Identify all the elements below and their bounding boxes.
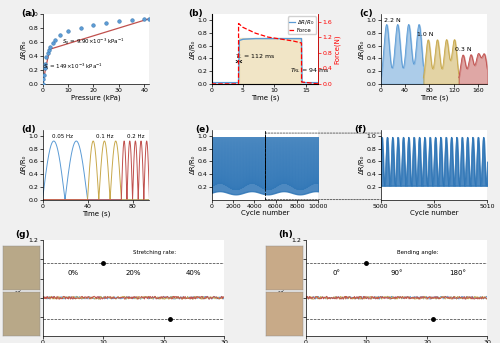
Point bbox=[146, 16, 154, 21]
Text: 180°: 180° bbox=[448, 270, 466, 276]
X-axis label: Cycle number: Cycle number bbox=[241, 210, 289, 216]
Text: (b): (b) bbox=[188, 9, 202, 18]
Point bbox=[44, 50, 52, 56]
Point bbox=[42, 55, 50, 60]
Text: 1.0 N: 1.0 N bbox=[417, 32, 434, 37]
Text: (c): (c) bbox=[359, 9, 373, 18]
Text: $T_{RL}$ = 94 ms: $T_{RL}$ = 94 ms bbox=[290, 67, 330, 75]
X-axis label: Cycle number: Cycle number bbox=[410, 210, 459, 216]
Force bbox=[240, 25, 246, 29]
Y-axis label: ΔR/R₀: ΔR/R₀ bbox=[359, 39, 365, 59]
X-axis label: Pressure (kPa): Pressure (kPa) bbox=[71, 94, 121, 101]
Text: 0%: 0% bbox=[67, 270, 78, 276]
Force bbox=[298, 80, 304, 84]
Text: 0°: 0° bbox=[332, 270, 340, 276]
Point bbox=[40, 66, 48, 71]
Text: (f): (f) bbox=[354, 125, 366, 134]
Point bbox=[48, 40, 56, 46]
Text: (e): (e) bbox=[196, 125, 210, 134]
Point bbox=[46, 44, 54, 49]
Legend: $\Delta R/R_0$, Force: $\Delta R/R_0$, Force bbox=[288, 16, 316, 34]
Text: 2.2 N: 2.2 N bbox=[384, 18, 401, 23]
X-axis label: Time (s): Time (s) bbox=[251, 94, 279, 101]
Force bbox=[316, 82, 322, 86]
Text: $T_L$ = 112 ms: $T_L$ = 112 ms bbox=[236, 52, 276, 61]
Text: 20%: 20% bbox=[126, 270, 141, 276]
Y-axis label: Force(N): Force(N) bbox=[334, 34, 340, 64]
Force bbox=[298, 41, 304, 45]
Text: 0.1 Hz: 0.1 Hz bbox=[96, 134, 113, 139]
Point bbox=[56, 32, 64, 37]
Point bbox=[64, 28, 72, 34]
Text: 40%: 40% bbox=[186, 270, 202, 276]
Y-axis label: ΔR/R₀: ΔR/R₀ bbox=[279, 279, 285, 298]
Point bbox=[76, 25, 84, 31]
Force bbox=[252, 31, 258, 35]
Y-axis label: ΔR/R₀: ΔR/R₀ bbox=[21, 155, 27, 174]
Text: $S_{II}$ = 9.90×10$^{-3}$ kPa$^{-1}$: $S_{II}$ = 9.90×10$^{-3}$ kPa$^{-1}$ bbox=[62, 37, 124, 47]
Text: $S_{I}$ = 149×10$^{-3}$ kPa$^{-1}$: $S_{I}$ = 149×10$^{-3}$ kPa$^{-1}$ bbox=[44, 61, 104, 72]
Y-axis label: ΔR/R₀: ΔR/R₀ bbox=[190, 155, 196, 174]
Point bbox=[102, 20, 110, 26]
Point bbox=[115, 19, 123, 24]
Text: 0.3 N: 0.3 N bbox=[454, 47, 471, 52]
Y-axis label: ΔR/R₀: ΔR/R₀ bbox=[21, 39, 27, 59]
Text: Stretching rate:: Stretching rate: bbox=[134, 250, 176, 255]
Point bbox=[40, 72, 48, 78]
Text: 0.05 Hz: 0.05 Hz bbox=[52, 134, 74, 139]
Y-axis label: ΔR/R₀: ΔR/R₀ bbox=[359, 155, 365, 174]
Y-axis label: ΔR/R₀: ΔR/R₀ bbox=[16, 279, 22, 298]
Force bbox=[236, 82, 242, 86]
Text: (a): (a) bbox=[21, 9, 35, 18]
Text: (d): (d) bbox=[21, 125, 35, 134]
Text: (h): (h) bbox=[278, 230, 293, 239]
Point bbox=[45, 47, 53, 52]
X-axis label: Time (s): Time (s) bbox=[82, 210, 110, 217]
Force bbox=[265, 35, 271, 39]
Force bbox=[290, 39, 296, 43]
Text: 90°: 90° bbox=[390, 270, 403, 276]
Force bbox=[236, 21, 242, 25]
Text: 0.2 Hz: 0.2 Hz bbox=[127, 134, 144, 139]
Point bbox=[90, 22, 98, 28]
Point bbox=[140, 16, 148, 22]
Force bbox=[208, 82, 214, 86]
Line: Force: Force bbox=[212, 23, 318, 84]
Point bbox=[51, 37, 59, 43]
X-axis label: Time (s): Time (s) bbox=[420, 94, 448, 101]
Y-axis label: ΔR/R₀: ΔR/R₀ bbox=[190, 39, 196, 59]
Point bbox=[41, 61, 49, 67]
Text: Bending angle:: Bending angle: bbox=[396, 250, 438, 255]
Point bbox=[38, 81, 46, 87]
Force bbox=[278, 37, 283, 41]
Point bbox=[128, 17, 136, 23]
Point bbox=[40, 76, 48, 82]
Text: (g): (g) bbox=[16, 230, 30, 239]
